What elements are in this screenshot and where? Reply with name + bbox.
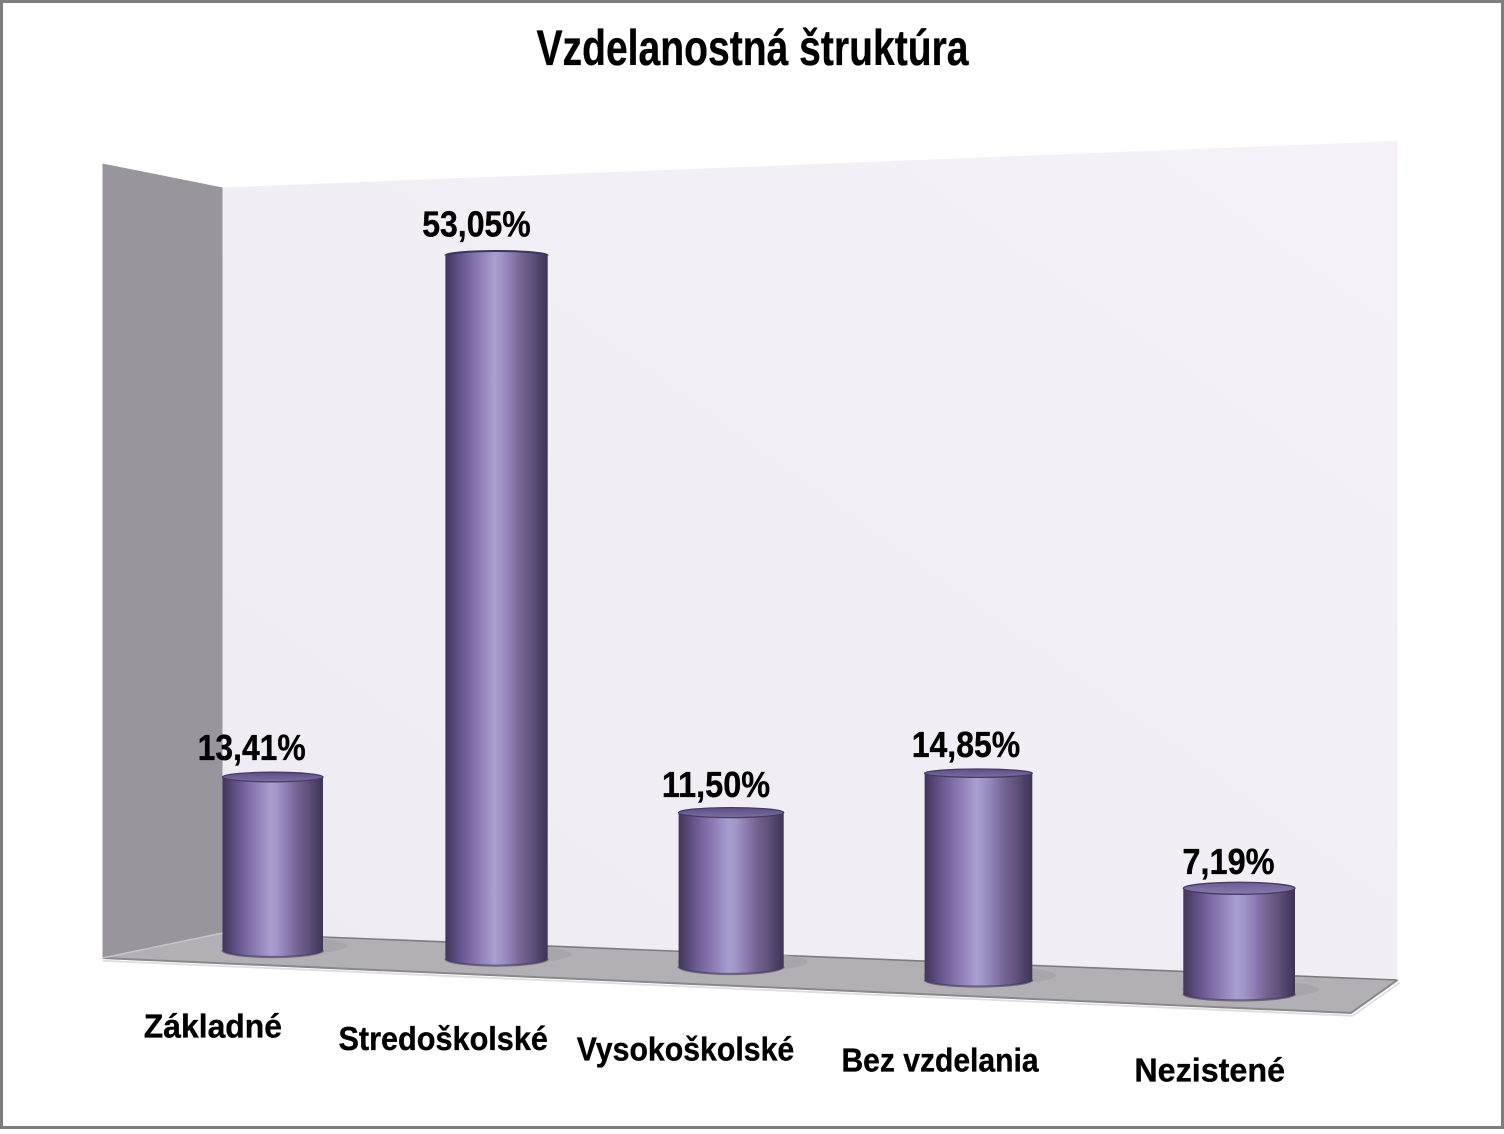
svg-text:Nezistené: Nezistené xyxy=(1134,1053,1285,1090)
svg-text:7,19%: 7,19% xyxy=(1182,841,1274,882)
svg-text:13,41%: 13,41% xyxy=(198,727,306,768)
svg-text:Bez vzdelania: Bez vzdelania xyxy=(841,1043,1038,1080)
svg-text:53,05%: 53,05% xyxy=(422,204,531,245)
svg-text:Základné: Základné xyxy=(144,1009,282,1046)
svg-text:11,50%: 11,50% xyxy=(662,764,770,805)
svg-text:Vzdelanostná štruktúra: Vzdelanostná štruktúra xyxy=(537,19,970,76)
svg-text:Vysokoškolské: Vysokoškolské xyxy=(577,1032,795,1069)
svg-text:Stredoškolské: Stredoškolské xyxy=(338,1021,548,1058)
svg-text:14,85%: 14,85% xyxy=(912,724,1021,765)
